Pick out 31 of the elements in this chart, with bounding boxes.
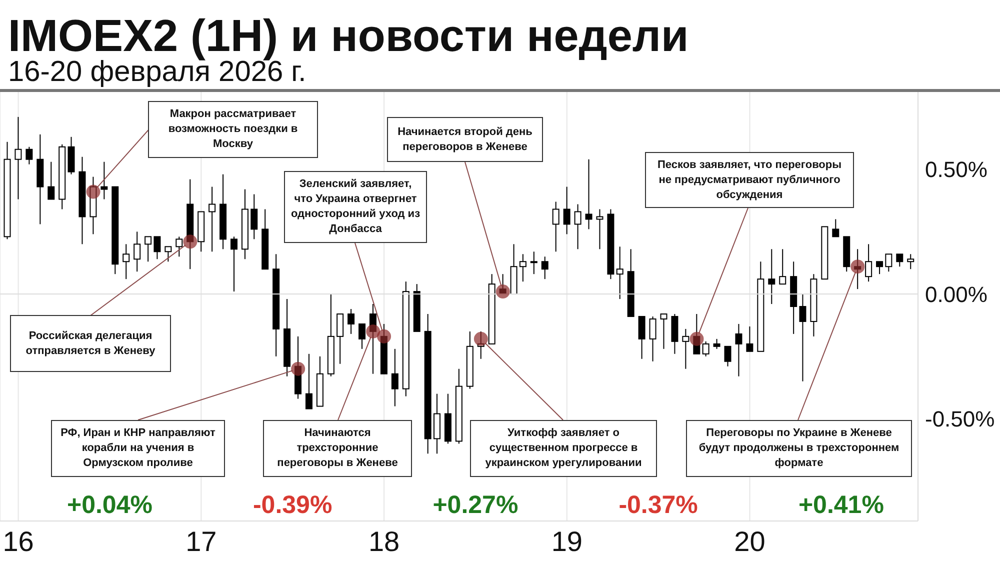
annotation: Начинается второй день переговоров в Женеве <box>396 124 534 154</box>
annotation: Уиткофф заявляет о существенном прогрессе в украинском урегулировании <box>484 426 643 471</box>
callout-box: РФ, Иран и КНР направляют корабли на учения в Ормузском проливе <box>51 420 225 477</box>
annotation: +0.41% <box>798 491 884 519</box>
callout-box: Начинаются трехсторонние переговоры в Женеве <box>263 420 412 477</box>
callout-box: Начинается второй день переговоров в Женеве <box>387 117 543 162</box>
callout-box: Песков заявляет, что переговоры не предусматривают публичного обсуждения <box>645 152 854 208</box>
annotation: РФ, Иран и КНР направляют корабли на учения в Ормузском проливе <box>60 426 216 471</box>
annotation: Песков заявляет, что переговоры не предусматривают публичного обсуждения <box>656 158 843 202</box>
annotation: -0.39% <box>252 491 332 519</box>
callout-box: Уиткофф заявляет о существенном прогрессе в украинском урегулировании <box>470 420 657 477</box>
annotation: Зеленский заявляет, что Украина отвергнет односторонний уход из Донбасса <box>290 177 422 237</box>
callout-box: Переговоры по Украине в Женеве будут продолжены в трехстороннем формате <box>686 420 912 477</box>
annotation: +0.04% <box>66 491 152 519</box>
annotation: -0.37% <box>618 491 698 519</box>
x-tick-label: 17 <box>186 526 217 557</box>
x-tick-label: 20 <box>734 526 766 557</box>
x-tick-label: 16 <box>2 526 34 557</box>
callout-box: Зеленский заявляет, что Украина отвергнет односторонний уход из Донбасса <box>284 171 427 243</box>
annotation: Макрон рассматривает возможность поездки в Москву <box>167 107 299 152</box>
x-tick-label: 19 <box>551 526 582 557</box>
y-tick-label: 0.50% <box>925 157 988 182</box>
annotation: +0.27% <box>432 491 518 519</box>
annotation: Российская делегация отправляется в Женеву <box>24 328 156 358</box>
callout-box: Российская делегация отправляется в Женеву <box>10 315 171 372</box>
callout-box: Макрон рассматривает возможность поездки в Москву <box>148 101 318 158</box>
y-tick-label: 0.00% <box>925 282 988 307</box>
annotation: Переговоры по Украине в Женеве будут продолжены в трехстороннем формате <box>698 426 900 471</box>
annotation: Начинаются трехсторонние переговоры в Женеве <box>276 426 399 471</box>
x-tick-label: 18 <box>368 526 400 557</box>
y-tick-label: -0.50% <box>925 406 995 432</box>
